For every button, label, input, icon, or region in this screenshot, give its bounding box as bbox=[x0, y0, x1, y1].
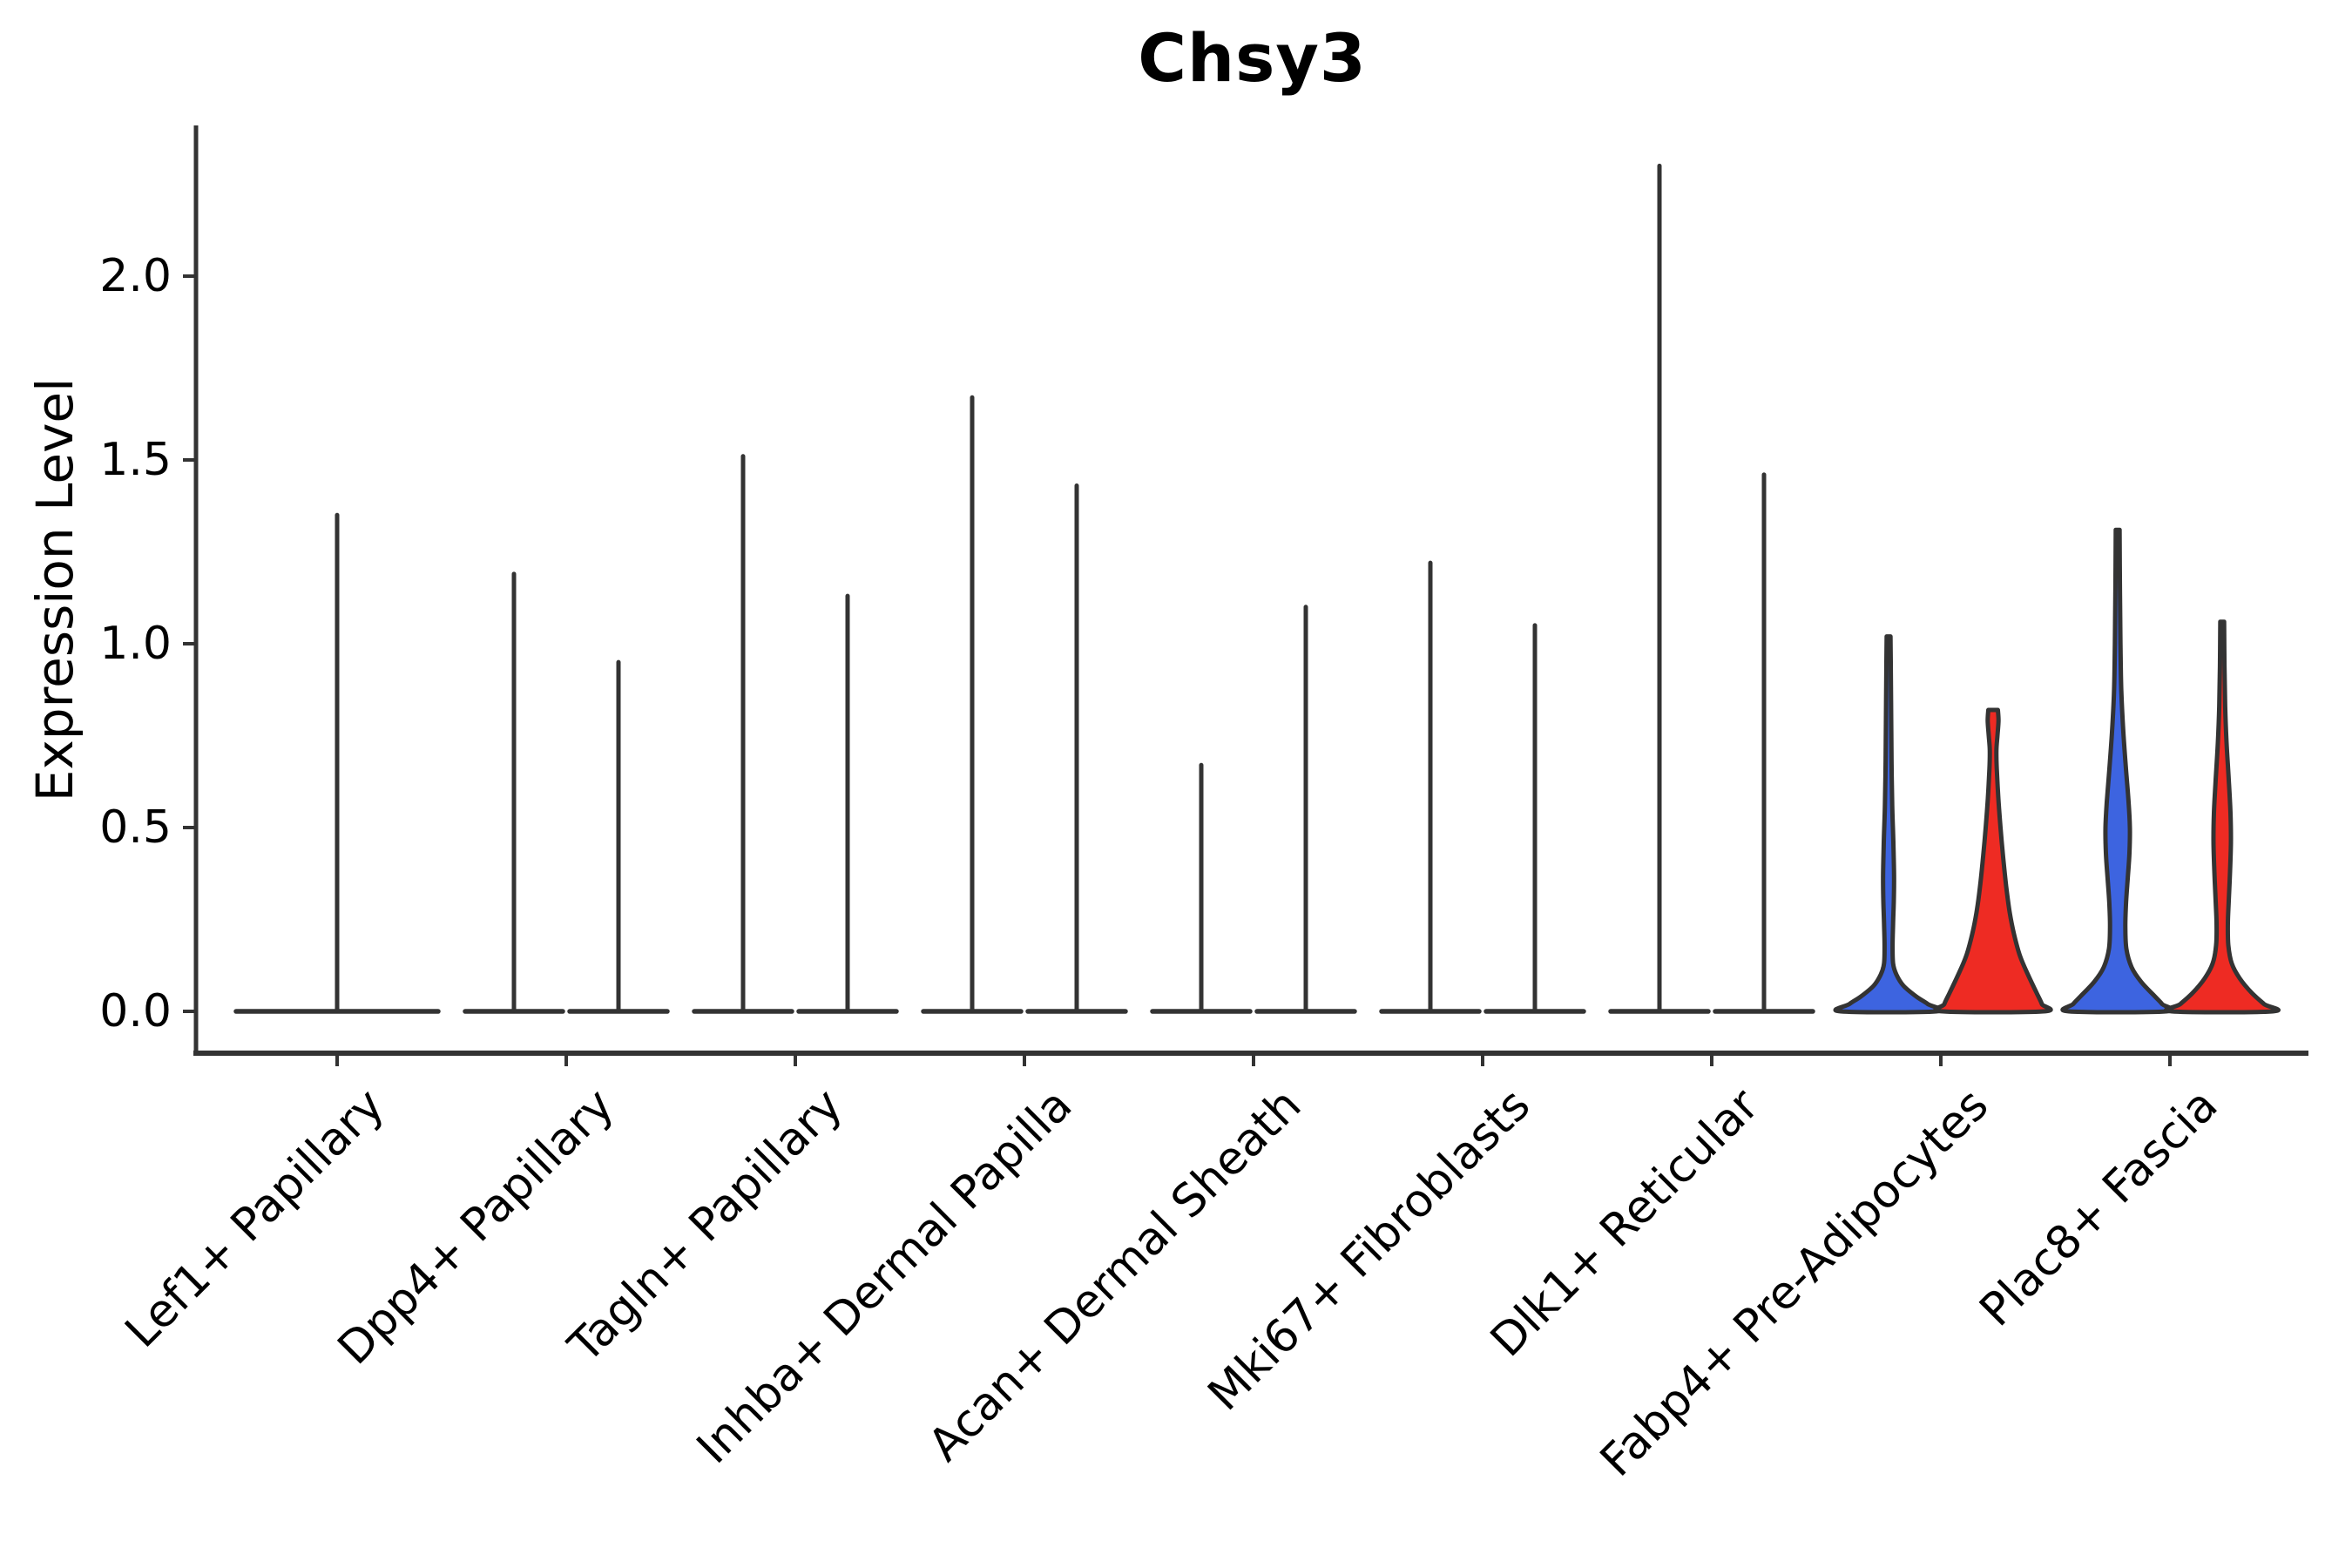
violin-shape bbox=[1833, 634, 1944, 1015]
y-tick-label: 0.5 bbox=[99, 801, 172, 854]
y-tick-label: 0.0 bbox=[99, 985, 172, 1037]
y-tick-label: 2.0 bbox=[99, 250, 172, 302]
y-tick-label: 1.5 bbox=[99, 434, 172, 486]
violin-shape bbox=[1933, 707, 2053, 1015]
chart-title: Chsy3 bbox=[1138, 19, 1367, 97]
violin-shape bbox=[2164, 619, 2281, 1015]
y-tick-label: 1.0 bbox=[99, 618, 172, 670]
violin-shape bbox=[2060, 527, 2175, 1015]
